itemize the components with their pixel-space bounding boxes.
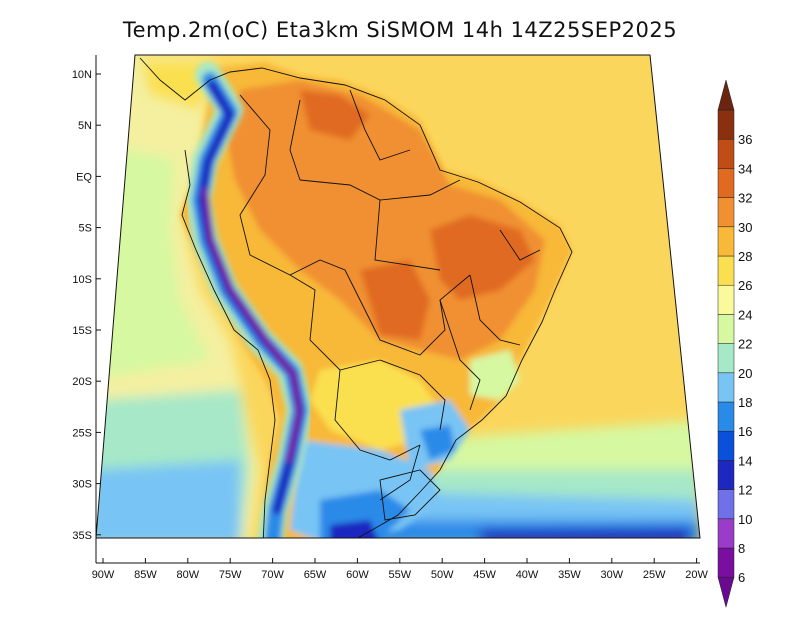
atlantic-deep-cold	[480, 528, 690, 538]
state-border	[349, 89, 411, 161]
colorbar-segment	[717, 168, 735, 198]
colorbar-segment	[717, 255, 735, 286]
colorbar-high-arrow	[717, 79, 735, 111]
colorbar-label: 30	[738, 220, 752, 235]
colorbar-segment	[717, 138, 735, 169]
colorbar-label: 12	[738, 483, 752, 498]
colorbar-segment	[717, 284, 735, 315]
colorbar-label: 8	[738, 541, 745, 556]
national-border	[334, 369, 421, 461]
colorbar-segment	[717, 109, 735, 140]
colorbar-segment	[717, 343, 735, 374]
colorbar-label: 16	[738, 424, 752, 439]
lat-label: 15S	[72, 325, 92, 337]
map-frame	[95, 54, 701, 539]
colorbar-segment	[717, 372, 735, 403]
lon-label: 25W	[643, 569, 666, 581]
colorbar-segment	[717, 489, 735, 520]
latitude-axis: 10N 5N EQ 5S 10S 15S 20S 25S 30S 35S	[72, 69, 101, 542]
colorbar-label: 24	[738, 307, 752, 322]
colorbar-segment	[717, 401, 735, 432]
lon-label: 20W	[685, 569, 708, 581]
colorbar: 6 8 10 12 14 16 18 20 22 24 26 28 30 32 34 36	[717, 79, 752, 609]
temperature-field	[96, 55, 700, 538]
political-boundaries	[139, 57, 573, 538]
state-border	[289, 99, 301, 181]
colorbar-label: 18	[738, 395, 752, 410]
page-title: Temp.2m(oC) Eta3km SiSMOM 14h 14Z25SEP20…	[122, 18, 678, 42]
lat-label: 10S	[72, 274, 92, 286]
colorbar-segment	[717, 547, 735, 578]
pampas-colder-area	[330, 520, 380, 538]
lat-label: EQ	[76, 171, 92, 183]
lon-label: 65W	[304, 569, 327, 581]
state-border	[499, 229, 541, 261]
lon-label: 40W	[516, 569, 539, 581]
lon-label: 35W	[558, 569, 581, 581]
colorbar-label: 10	[738, 512, 752, 527]
colorbar-label: 22	[738, 337, 752, 352]
colorbar-label: 32	[738, 191, 752, 206]
colorbar-segment	[717, 197, 735, 228]
colorbar-label: 6	[738, 570, 745, 585]
state-border	[439, 299, 481, 411]
colorbar-label: 28	[738, 249, 752, 264]
national-border	[379, 444, 421, 501]
lat-label: 5N	[78, 120, 92, 132]
lat-label: 30S	[72, 479, 92, 491]
lon-label: 45W	[473, 569, 496, 581]
national-border	[374, 199, 441, 271]
lon-label: 70W	[261, 569, 284, 581]
colorbar-label: 26	[738, 278, 752, 293]
northeast-hot-area	[430, 215, 535, 300]
longitude-axis: 90W 85W 80W 75W 70W 65W 60W 55W 50W 45W 40W 35W 30W 2…	[92, 558, 709, 581]
uruguay-border	[379, 469, 441, 521]
lon-label: 75W	[219, 569, 242, 581]
lat-label: 35S	[72, 530, 92, 542]
colorbar-label: 20	[738, 366, 752, 381]
lon-label: 50W	[431, 569, 454, 581]
coastline	[139, 57, 573, 538]
southeast-cold-area	[420, 425, 455, 460]
lon-label: 30W	[600, 569, 623, 581]
national-border	[289, 274, 381, 371]
lat-label: 25S	[72, 427, 92, 439]
colorbar-segment	[717, 226, 735, 257]
colorbar-label: 14	[738, 453, 752, 468]
lon-label: 90W	[92, 569, 115, 581]
central-hot-area	[360, 260, 430, 340]
lon-label: 55W	[388, 569, 411, 581]
state-border	[469, 274, 521, 346]
colorbar-segment	[717, 430, 735, 461]
amazon-hot-area	[300, 90, 370, 140]
colorbar-low-arrow	[717, 576, 735, 609]
colorbar-segment	[717, 314, 735, 344]
lat-label: 10N	[72, 69, 92, 81]
colorbar-segment	[717, 460, 735, 490]
pacific-coastline	[181, 149, 276, 538]
southeast-mild-area	[470, 350, 520, 400]
colorbar-label: 36	[738, 132, 752, 147]
colorbar-segment	[717, 518, 735, 549]
lat-label: 20S	[72, 376, 92, 388]
national-border	[379, 359, 446, 431]
lon-label: 60W	[346, 569, 369, 581]
andes-band-colder	[202, 187, 302, 463]
national-border	[239, 94, 471, 356]
lon-label: 85W	[134, 569, 157, 581]
lat-label: 5S	[79, 223, 92, 235]
pacific-cold-south	[96, 460, 240, 538]
colorbar-label: 34	[738, 161, 752, 176]
lon-label: 80W	[176, 569, 199, 581]
